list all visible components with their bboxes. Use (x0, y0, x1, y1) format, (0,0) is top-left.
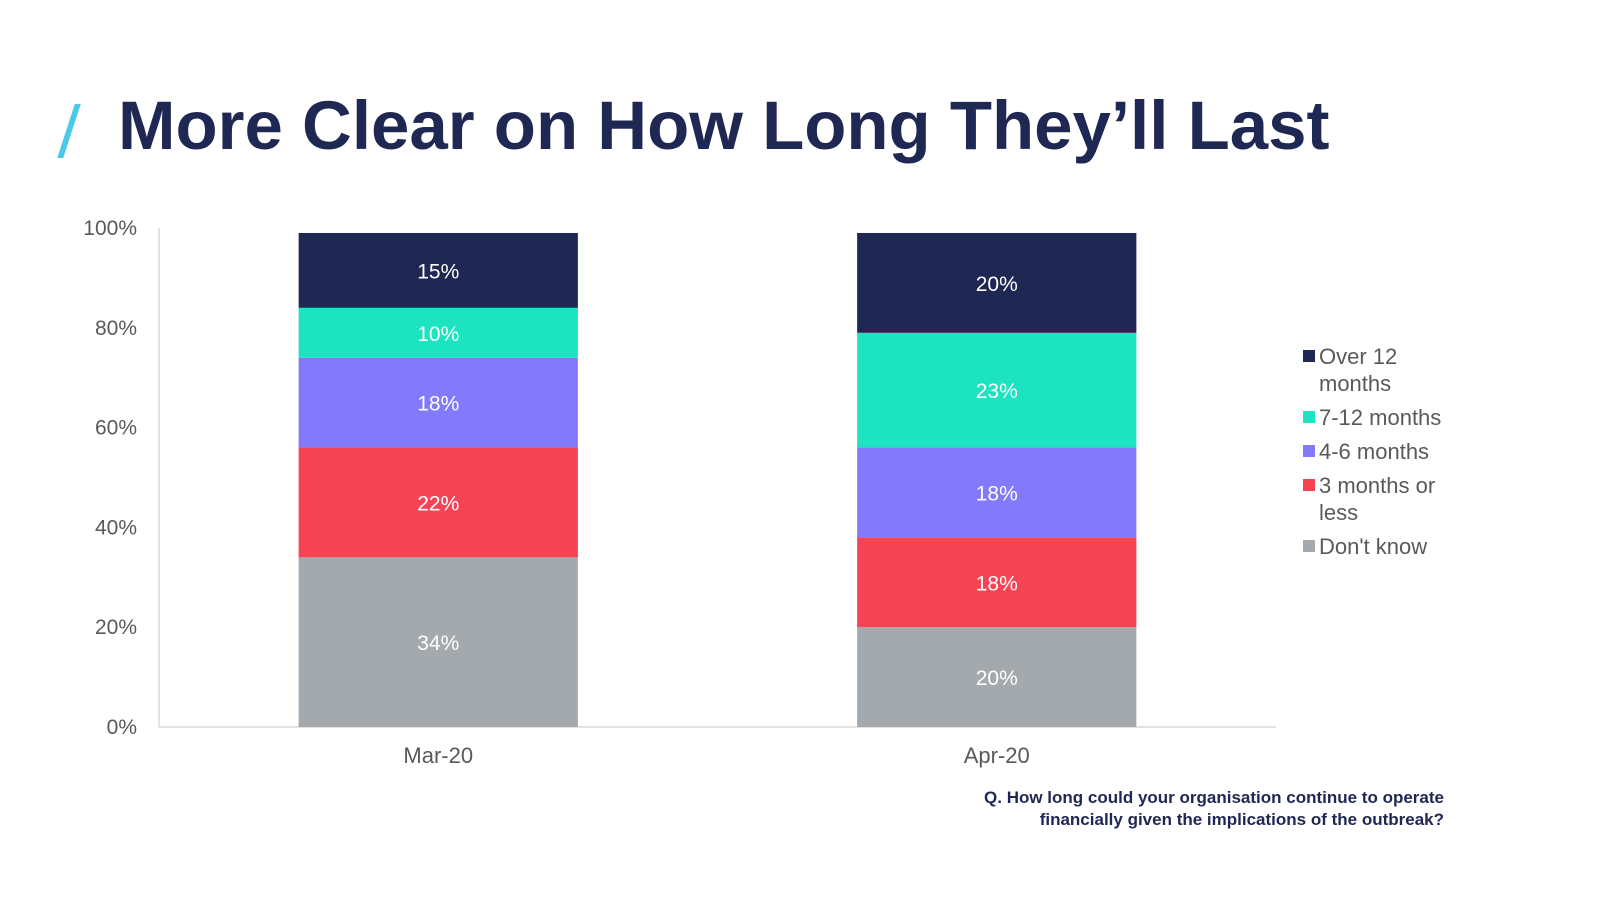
data-label: 20% (976, 667, 1018, 690)
legend-swatch (1303, 479, 1315, 491)
legend-item-3-months-or-less: 3 months or less (1303, 472, 1463, 526)
bar-segment (298, 232, 578, 308)
bar-segment (857, 232, 1137, 333)
legend-label: Over 12 months (1319, 344, 1398, 396)
data-label: 18% (417, 393, 459, 416)
survey-question-note: Q. How long could your organisation cont… (984, 787, 1444, 831)
bar-segment (298, 447, 578, 558)
data-label: 10% (417, 323, 459, 346)
question-line-2: financially given the implications of th… (1039, 810, 1444, 829)
legend-swatch (1303, 350, 1315, 362)
data-label: 18% (976, 572, 1018, 595)
y-tick-label: 0% (107, 716, 137, 739)
legend-label: 7-12 months (1319, 405, 1442, 430)
legend-label: 3 months or less (1319, 473, 1436, 525)
bar-segment (857, 447, 1137, 538)
y-tick-label: 80% (95, 317, 137, 340)
legend-label: 4-6 months (1319, 439, 1430, 464)
legend-label: Don't know (1319, 534, 1428, 559)
data-label: 22% (417, 492, 459, 515)
x-tick-label: Apr-20 (964, 743, 1030, 768)
y-tick-label: 100% (83, 217, 137, 240)
y-tick-label: 60% (95, 417, 137, 440)
bar-segment (857, 627, 1137, 727)
legend-item-over-12-months: Over 12 months (1303, 343, 1463, 397)
page-title: More Clear on How Long They’ll Last (118, 87, 1330, 164)
data-label: 34% (417, 632, 459, 655)
bar-segment (298, 307, 578, 358)
legend-swatch (1303, 411, 1315, 423)
legend-item-7-12-months: 7-12 months (1303, 404, 1463, 431)
y-tick-label: 20% (95, 616, 137, 639)
legend-item-dont-know: Don't know (1303, 533, 1463, 560)
bar-segment (298, 557, 578, 727)
data-label: 15% (417, 260, 459, 283)
legend-swatch (1303, 445, 1315, 457)
y-tick-label: 40% (95, 516, 137, 539)
chart-legend: Over 12 months 7-12 months 4-6 months 3 … (1303, 343, 1463, 567)
question-line-1: Q. How long could your organisation cont… (984, 788, 1444, 807)
legend-swatch (1303, 540, 1315, 552)
legend-item-4-6-months: 4-6 months (1303, 438, 1463, 465)
data-label: 18% (976, 482, 1018, 505)
bar-segment (857, 537, 1137, 628)
x-tick-label: Mar-20 (403, 743, 473, 768)
data-label: 20% (976, 273, 1018, 296)
bar-segment (298, 357, 578, 448)
bar-segment (857, 332, 1137, 448)
data-label: 23% (976, 380, 1018, 403)
